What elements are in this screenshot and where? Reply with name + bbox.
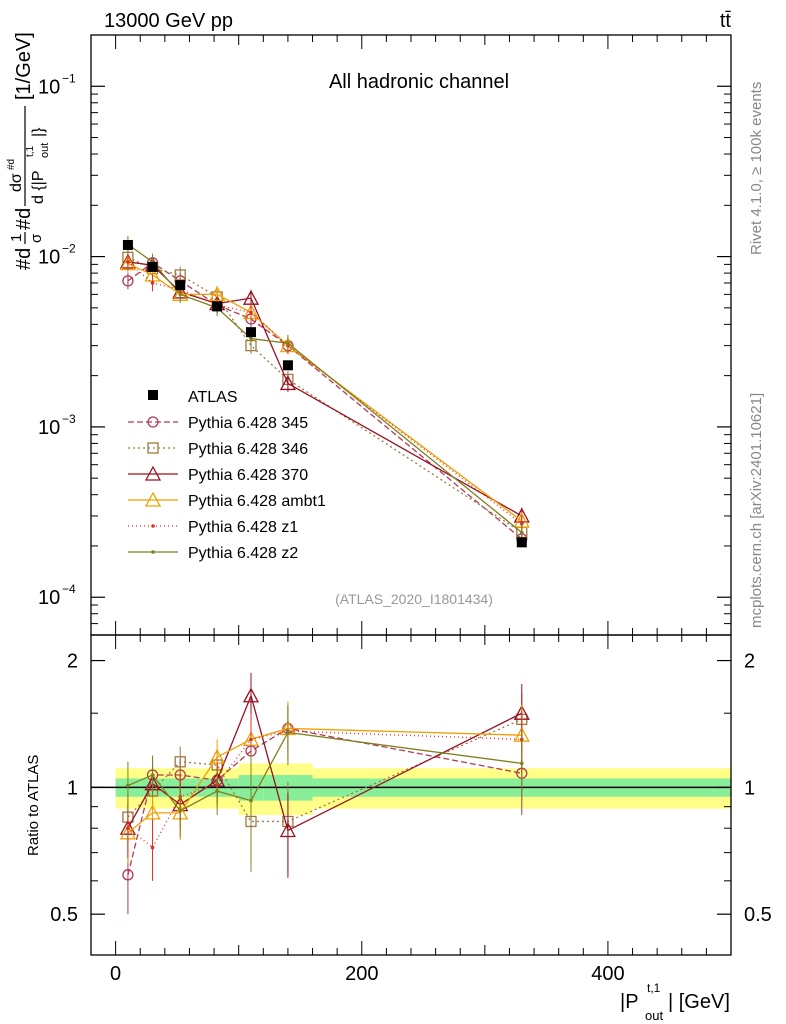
svg-text:t,1: t,1 — [25, 145, 36, 157]
series-marker — [279, 375, 297, 391]
y-tick-exponent: −3 — [62, 412, 76, 426]
series-marker — [242, 687, 260, 703]
main-panel-axes: 10−110−210−310−4 — [38, 34, 732, 636]
y-axis-label: #d 1 σ #d dσ #d d {|P out t,1 |} [1/GeV] — [6, 32, 51, 270]
svg-text:[1/GeV]: [1/GeV] — [13, 32, 35, 100]
svg-text:out: out — [39, 143, 51, 158]
x-tick-label: 200 — [345, 963, 378, 985]
series-marker — [144, 804, 161, 820]
series-marker — [147, 416, 159, 428]
process-label: tt̄ — [720, 10, 732, 32]
ratio-panel-frame — [90, 634, 732, 956]
x-tick-label: 400 — [591, 963, 624, 985]
series-marker — [150, 281, 155, 285]
series-marker — [249, 737, 253, 742]
mcplots-label: mcplots.cern.ch [arXiv:2401.10621] — [748, 393, 765, 628]
series-marker — [151, 550, 155, 554]
legend-marker-atlas — [148, 390, 158, 400]
y-tick-label: 10 — [38, 587, 60, 609]
svg-text:#d: #d — [13, 208, 35, 230]
main-panel-series — [119, 235, 530, 548]
series-marker — [249, 336, 253, 341]
series-marker — [249, 798, 253, 803]
ratio-series-pythia-6-428-z2 — [126, 704, 524, 867]
svg-text:d {|P: d {|P — [30, 170, 47, 204]
rivet-label: Rivet 4.1.0, ≥ 100k events — [748, 82, 765, 255]
legend-label: Pythia 6.428 370 — [188, 467, 308, 484]
series-marker — [126, 783, 130, 788]
svg-text:|P: |P — [620, 991, 639, 1013]
svg-text:out: out — [645, 1008, 663, 1023]
ratio-y-tick-label: 1 — [67, 777, 78, 799]
series-marker — [144, 491, 162, 507]
x-tick-label: 0 — [110, 963, 121, 985]
series-marker — [178, 808, 183, 813]
ratio-panel-series — [119, 672, 530, 915]
legend-label: Pythia 6.428 z2 — [188, 545, 298, 562]
series-marker — [174, 269, 186, 281]
series-marker — [209, 748, 226, 764]
legend-label: Pythia 6.428 z1 — [188, 519, 298, 536]
series-marker — [150, 845, 155, 850]
svg-text:σ: σ — [28, 233, 45, 243]
legend: ATLAS Pythia 6.428 345 Pythia 6.428 346 Pyt… — [128, 389, 326, 562]
svg-text:| [GeV]: | [GeV] — [668, 991, 730, 1013]
series-marker — [249, 310, 253, 315]
data-point — [122, 239, 133, 250]
y-tick-exponent: −2 — [62, 242, 76, 256]
legend-label-atlas: ATLAS — [188, 389, 238, 406]
ratio-y-tick-label: 2 — [67, 651, 78, 673]
series-marker — [147, 442, 159, 454]
ratio-y-label: Ratio to ATLAS — [25, 755, 42, 856]
series-marker — [122, 869, 134, 881]
ratio-y-tick-label-right: 1 — [744, 777, 755, 799]
legend-label: Pythia 6.428 345 — [188, 415, 308, 432]
x-axis-label: |P t,1 out | [GeV] — [620, 981, 730, 1023]
atlas-data — [122, 239, 527, 548]
y-tick-label: 10 — [38, 76, 60, 98]
data-point — [147, 261, 158, 272]
series-marker — [519, 521, 524, 526]
svg-text:#d: #d — [6, 159, 17, 170]
analysis-label: (ATLAS_2020_I1801434) — [335, 591, 493, 607]
series-marker — [150, 773, 155, 777]
series-marker — [286, 730, 290, 735]
chart-title: All hadronic channel — [329, 71, 509, 93]
main-panel-frame — [90, 34, 732, 636]
y-tick-label: 10 — [38, 417, 60, 439]
series-marker — [144, 465, 162, 481]
legend-label: Pythia 6.428 346 — [188, 441, 308, 458]
svg-text:#d: #d — [13, 248, 35, 270]
series-marker — [279, 822, 297, 838]
series-marker — [122, 275, 134, 287]
series-marker — [126, 260, 130, 264]
svg-text:dσ: dσ — [8, 173, 25, 192]
data-point — [516, 537, 527, 548]
energy-label: 13000 GeV pp — [104, 10, 233, 32]
series-marker — [126, 826, 130, 830]
series-marker — [286, 341, 290, 346]
legend-label: Pythia 6.428 ambt1 — [188, 493, 326, 510]
data-point — [212, 301, 223, 312]
y-tick-exponent: −4 — [62, 582, 76, 596]
series-marker — [174, 756, 186, 768]
y-tick-exponent: −1 — [62, 71, 76, 85]
data-point — [282, 360, 293, 371]
series-marker — [151, 524, 155, 528]
svg-text:t,1: t,1 — [647, 981, 661, 995]
data-point — [246, 327, 256, 338]
series-marker — [178, 292, 183, 297]
series-marker — [519, 530, 524, 535]
series-marker — [215, 789, 219, 793]
data-point — [175, 280, 186, 291]
svg-text:|}: |} — [30, 127, 47, 137]
y-tick-label: 10 — [38, 247, 60, 269]
ratio-y-tick-label-right: 2 — [744, 651, 755, 673]
series-marker — [519, 761, 524, 766]
ratio-panel-axes: 0 200 400 0.5 0.5 1 1 2 2 — [50, 635, 772, 985]
ratio-y-tick-label: 0.5 — [50, 904, 78, 926]
svg-text:1: 1 — [8, 234, 25, 242]
ratio-y-tick-label-right: 0.5 — [744, 904, 772, 926]
